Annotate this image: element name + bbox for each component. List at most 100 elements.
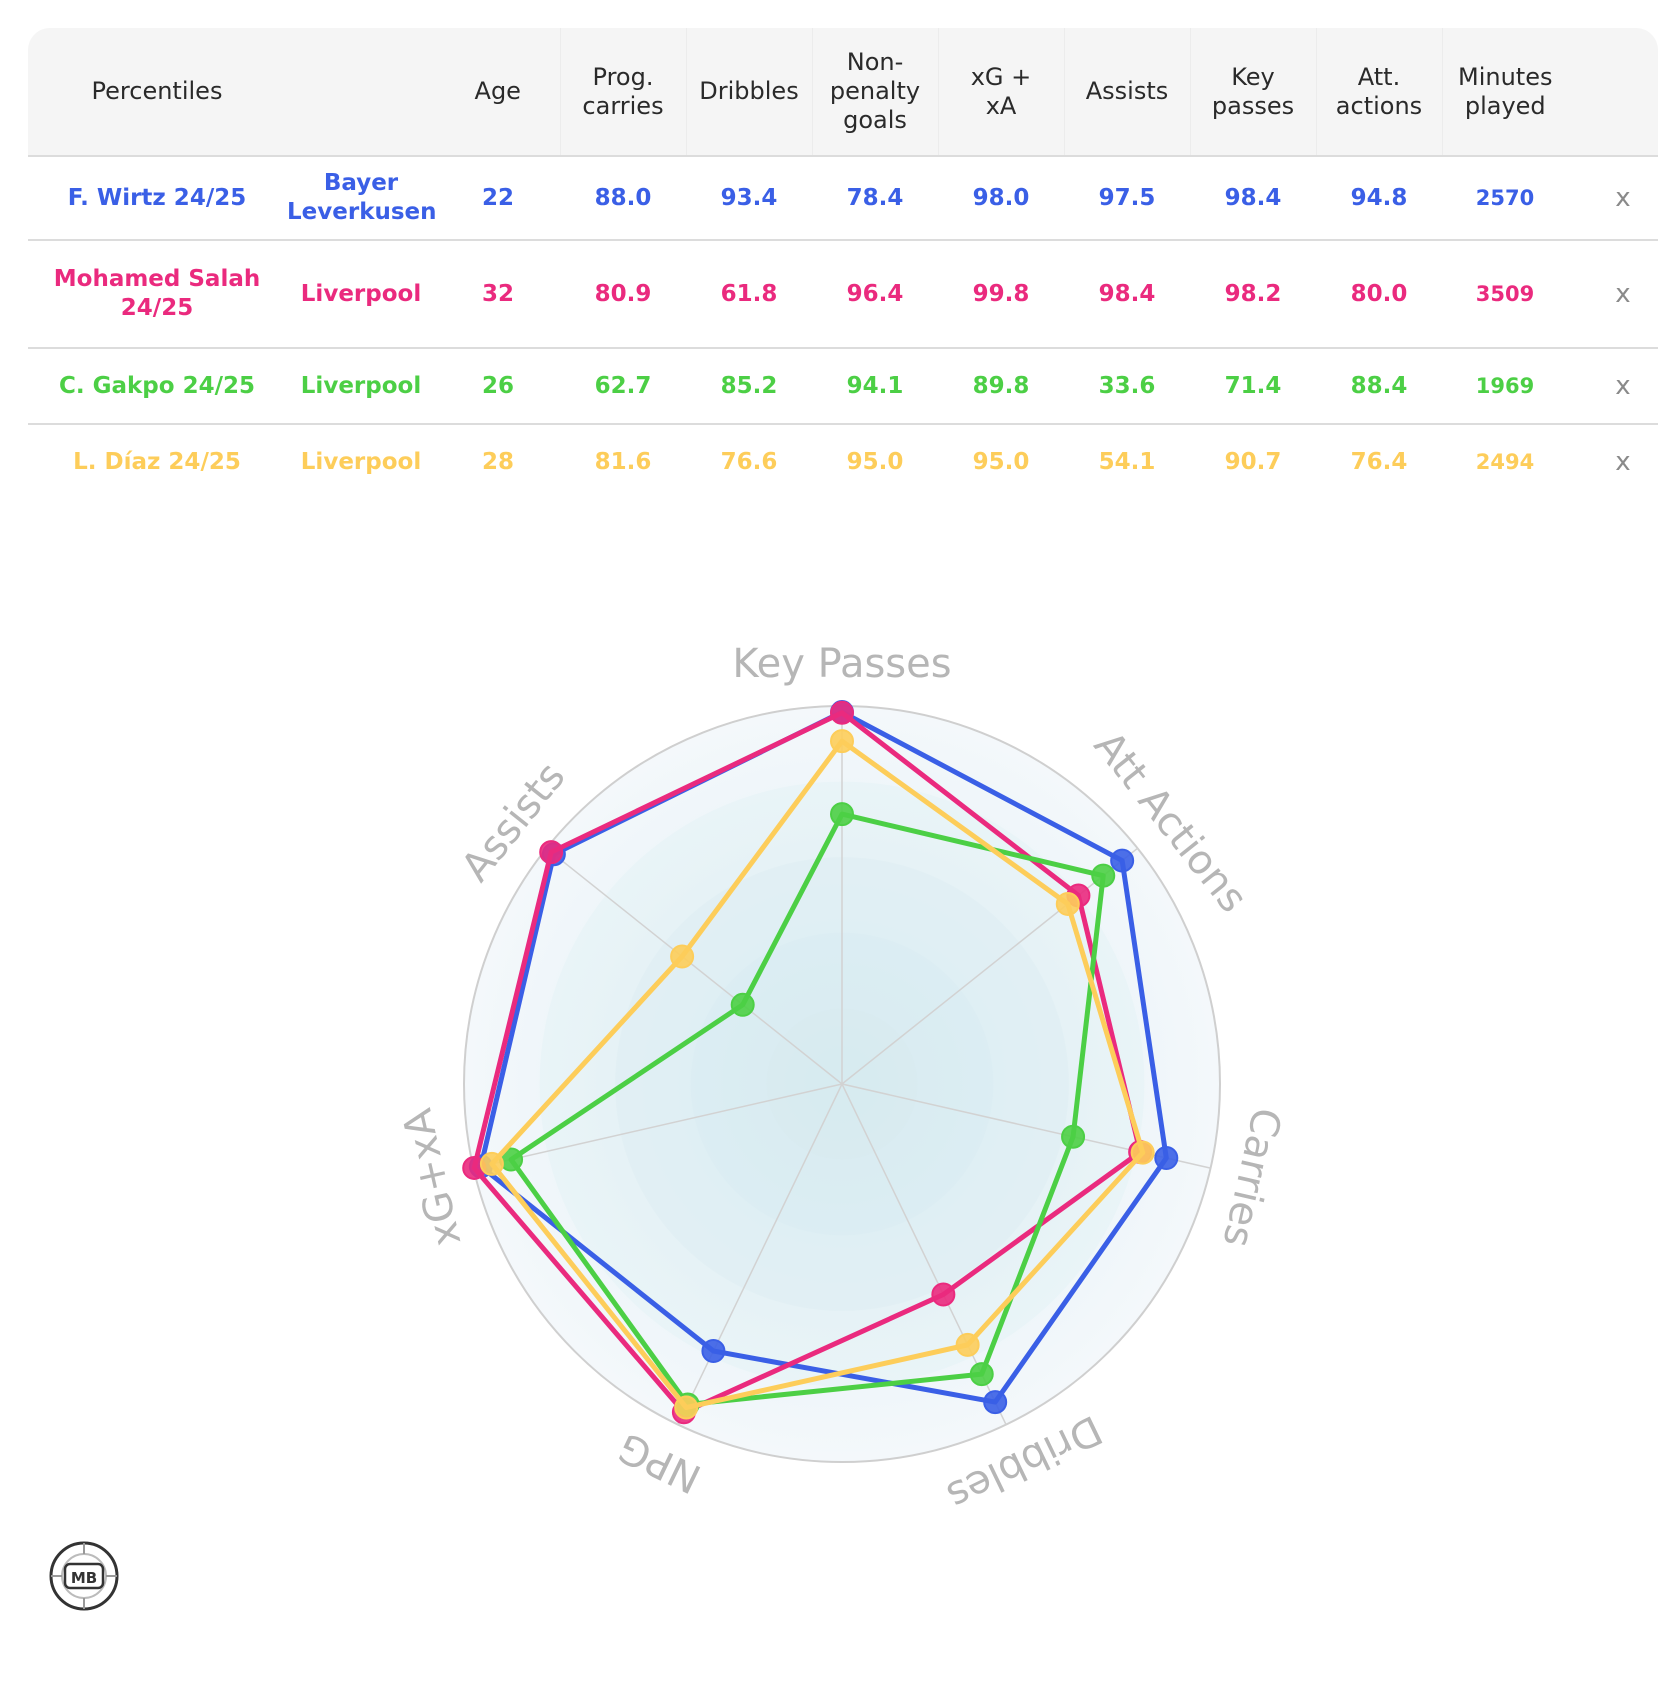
radar-point	[674, 1395, 699, 1420]
axis-label: Key Passes	[732, 641, 951, 687]
radar-point	[1110, 848, 1135, 873]
axis-label: Carries	[1213, 1104, 1289, 1252]
remove-row-button[interactable]: x	[1615, 278, 1631, 309]
np-goals-value: 78.4	[846, 184, 904, 211]
header-age: Age	[436, 28, 561, 156]
player-name: C. Gakpo 24/25	[58, 372, 255, 399]
minutes-value: 1969	[1475, 373, 1535, 398]
assists-value: 33.6	[1098, 372, 1156, 399]
radar-point	[983, 1390, 1008, 1415]
axis-label: xG+xA	[394, 1104, 470, 1251]
header-att-actions: Att. actions	[1316, 28, 1443, 156]
prog-carries-value: 80.9	[594, 280, 652, 307]
header-np-goals: Non- penalty goals	[812, 28, 939, 156]
age-value: 32	[481, 280, 514, 307]
radar-point	[670, 944, 695, 969]
table-row: C. Gakpo 24/25 Liverpool 26 62.7 85.2 94.1 89.…	[28, 348, 1658, 424]
radar-point	[1055, 891, 1080, 916]
header-dribbles: Dribbles	[686, 28, 813, 156]
team-name: Liverpool	[300, 372, 422, 399]
prog-carries-value: 62.7	[594, 372, 652, 399]
key-passes-value: 90.7	[1224, 449, 1282, 475]
radar-point	[1091, 863, 1116, 888]
remove-row-button[interactable]: x	[1615, 370, 1631, 401]
assists-value: 54.1	[1098, 449, 1156, 475]
prog-carries-value: 88.0	[594, 184, 652, 211]
radar-point	[830, 729, 854, 754]
minutes-value: 2494	[1475, 450, 1535, 474]
table-row: F. Wirtz 24/25 Bayer Leverkusen 22 88.0 93.4…	[28, 156, 1658, 240]
radar-spoke	[841, 847, 1138, 1085]
radar-spoke	[546, 847, 843, 1085]
key-passes-value: 98.2	[1224, 280, 1282, 307]
key-passes-value: 71.4	[1224, 372, 1282, 399]
radar-spoke	[677, 1083, 843, 1425]
radar-series-line	[471, 710, 1143, 1415]
att-actions-value: 94.8	[1350, 184, 1408, 211]
percentiles-table-card: Percentiles Age Prog. carries Dribbles Non- …	[28, 28, 1658, 500]
np-goals-value: 94.1	[846, 372, 904, 399]
radar-point	[830, 700, 854, 725]
radar-series-3	[479, 729, 1155, 1420]
age-value: 28	[481, 449, 514, 475]
player-name: Mohamed Salah 24/25	[53, 266, 261, 321]
table-row: L. Díaz 24/25 Liverpool 28 81.6 76.6 95.0 95.0…	[28, 424, 1658, 500]
xg-xa-value: 95.0	[972, 449, 1030, 475]
xg-xa-value: 89.8	[972, 372, 1030, 399]
xg-xa-value: 99.8	[972, 280, 1030, 307]
np-goals-value: 95.0	[846, 449, 904, 475]
table-header-row: Percentiles Age Prog. carries Dribbles Non- …	[28, 28, 1658, 156]
minutes-value: 2570	[1475, 185, 1535, 210]
att-actions-value: 76.4	[1350, 449, 1408, 475]
radar-spoke	[473, 1083, 843, 1169]
header-prog-carries: Prog. carries	[560, 28, 687, 156]
radar-point	[1154, 1146, 1179, 1171]
key-passes-value: 98.4	[1224, 184, 1282, 211]
radar-series-line	[489, 738, 1146, 1411]
assists-value: 98.4	[1098, 280, 1156, 307]
header-key-passes: Key passes	[1190, 28, 1317, 156]
assists-value: 97.5	[1098, 184, 1156, 211]
att-actions-value: 88.4	[1350, 372, 1408, 399]
radar-point	[955, 1332, 980, 1357]
radar-point	[701, 1339, 726, 1364]
radar-point	[931, 1282, 956, 1307]
logo-text: MB	[71, 1569, 97, 1587]
percentiles-table: Percentiles Age Prog. carries Dribbles Non- …	[28, 28, 1658, 500]
prog-carries-value: 81.6	[594, 449, 652, 475]
age-value: 26	[481, 372, 514, 399]
minutes-value: 3509	[1475, 281, 1535, 306]
radar-point	[830, 802, 854, 827]
remove-row-button[interactable]: x	[1615, 182, 1631, 213]
team-name: Bayer Leverkusen	[287, 170, 437, 225]
dribbles-value: 61.8	[720, 280, 778, 307]
player-name: L. Díaz 24/25	[73, 449, 241, 475]
axis-label: NPG	[611, 1423, 708, 1501]
dribbles-value: 85.2	[720, 372, 778, 399]
radar-point	[1130, 1140, 1155, 1165]
np-goals-value: 96.4	[846, 280, 904, 307]
age-value: 22	[481, 184, 514, 211]
dribbles-value: 93.4	[720, 184, 778, 211]
radar-series-line	[478, 709, 1169, 1405]
header-xg-xa: xG + xA	[938, 28, 1065, 156]
radar-point	[479, 1151, 504, 1176]
remove-row-button[interactable]: x	[1615, 447, 1631, 477]
radar-point	[969, 1362, 994, 1387]
header-percentiles: Percentiles	[91, 77, 223, 105]
table-row: Mohamed Salah 24/25 Liverpool 32 80.9 61.8 96…	[28, 240, 1658, 348]
xg-xa-value: 98.0	[972, 184, 1030, 211]
header-minutes-played: Minutes played	[1458, 62, 1553, 120]
radar-point	[539, 840, 564, 865]
radar-point	[1061, 1124, 1086, 1149]
radar-point	[730, 992, 755, 1017]
radar-series-1	[462, 700, 1153, 1425]
team-name: Liverpool	[300, 280, 422, 307]
dribbles-value: 76.6	[720, 449, 778, 475]
player-name: F. Wirtz 24/25	[67, 184, 247, 211]
mb-logo: MB	[49, 1541, 119, 1611]
radar-series-line	[508, 811, 1106, 1407]
header-assists: Assists	[1064, 28, 1191, 156]
team-name: Liverpool	[300, 449, 422, 475]
